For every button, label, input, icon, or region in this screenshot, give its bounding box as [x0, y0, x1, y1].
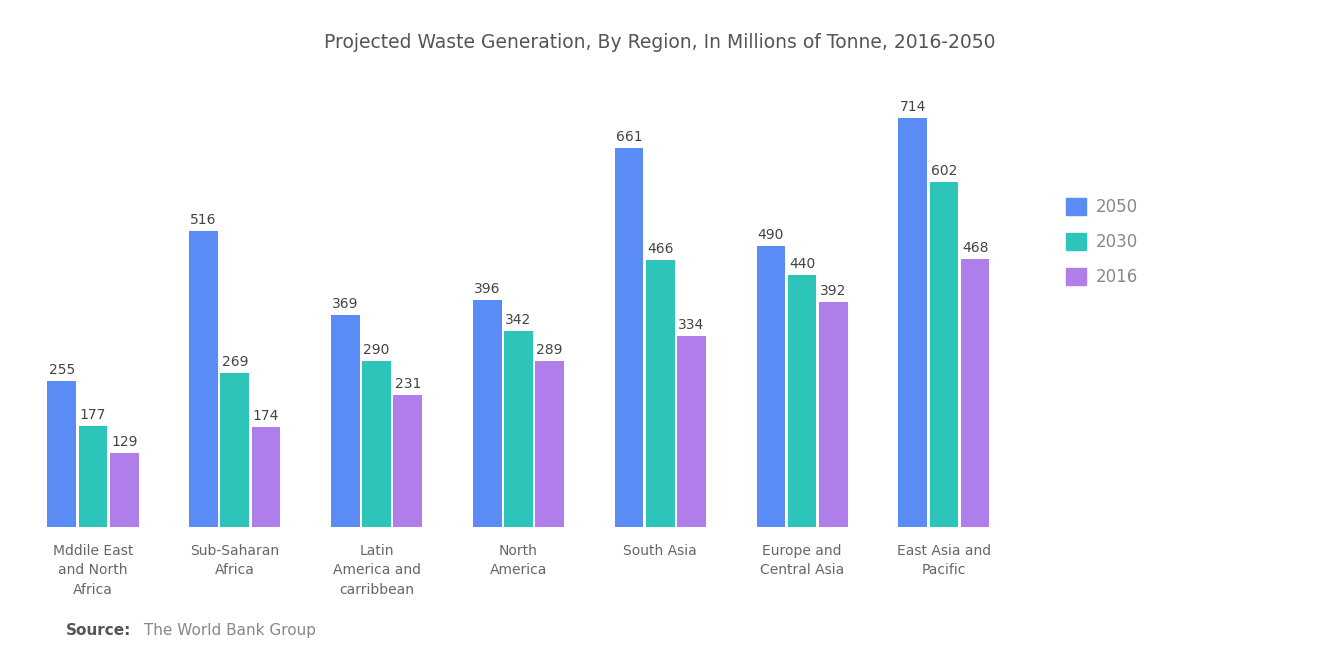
Text: 269: 269 — [222, 355, 248, 369]
Text: 334: 334 — [678, 317, 705, 332]
Bar — [961, 259, 990, 527]
Bar — [929, 182, 958, 527]
Text: 490: 490 — [758, 228, 784, 242]
Text: 714: 714 — [899, 100, 925, 114]
Bar — [818, 303, 847, 527]
Bar — [899, 118, 927, 527]
Bar — [677, 336, 706, 527]
Bar — [252, 428, 280, 527]
Text: 290: 290 — [363, 342, 389, 356]
Text: 661: 661 — [616, 130, 643, 144]
Text: 255: 255 — [49, 363, 75, 377]
Text: 440: 440 — [789, 257, 816, 271]
Bar — [362, 361, 391, 527]
Bar — [756, 246, 785, 527]
Text: 466: 466 — [647, 242, 673, 256]
Bar — [615, 148, 643, 527]
Text: 129: 129 — [111, 435, 137, 449]
Bar — [48, 381, 77, 527]
Bar — [331, 315, 360, 527]
Text: Projected Waste Generation, By Region, In Millions of Tonne, 2016-2050: Projected Waste Generation, By Region, I… — [325, 33, 995, 53]
Bar — [189, 231, 218, 527]
Text: 342: 342 — [506, 313, 532, 327]
Text: 392: 392 — [820, 284, 846, 298]
Bar — [220, 373, 249, 527]
Text: The World Bank Group: The World Bank Group — [139, 623, 315, 638]
Bar — [473, 300, 502, 527]
Bar — [110, 453, 139, 527]
Text: 174: 174 — [253, 409, 280, 424]
Bar — [788, 275, 817, 527]
Bar — [645, 260, 675, 527]
Bar — [79, 426, 107, 527]
Text: 369: 369 — [333, 297, 359, 311]
Text: 468: 468 — [962, 241, 989, 255]
Text: 231: 231 — [395, 376, 421, 390]
Bar — [393, 394, 422, 527]
Bar — [504, 331, 533, 527]
Text: 177: 177 — [79, 408, 106, 422]
Text: 602: 602 — [931, 164, 957, 178]
Text: 516: 516 — [190, 213, 216, 227]
Bar — [536, 361, 564, 527]
Text: 289: 289 — [536, 343, 562, 357]
Legend: 2050, 2030, 2016: 2050, 2030, 2016 — [1059, 192, 1144, 293]
Text: Source:: Source: — [66, 623, 132, 638]
Text: 396: 396 — [474, 282, 500, 296]
